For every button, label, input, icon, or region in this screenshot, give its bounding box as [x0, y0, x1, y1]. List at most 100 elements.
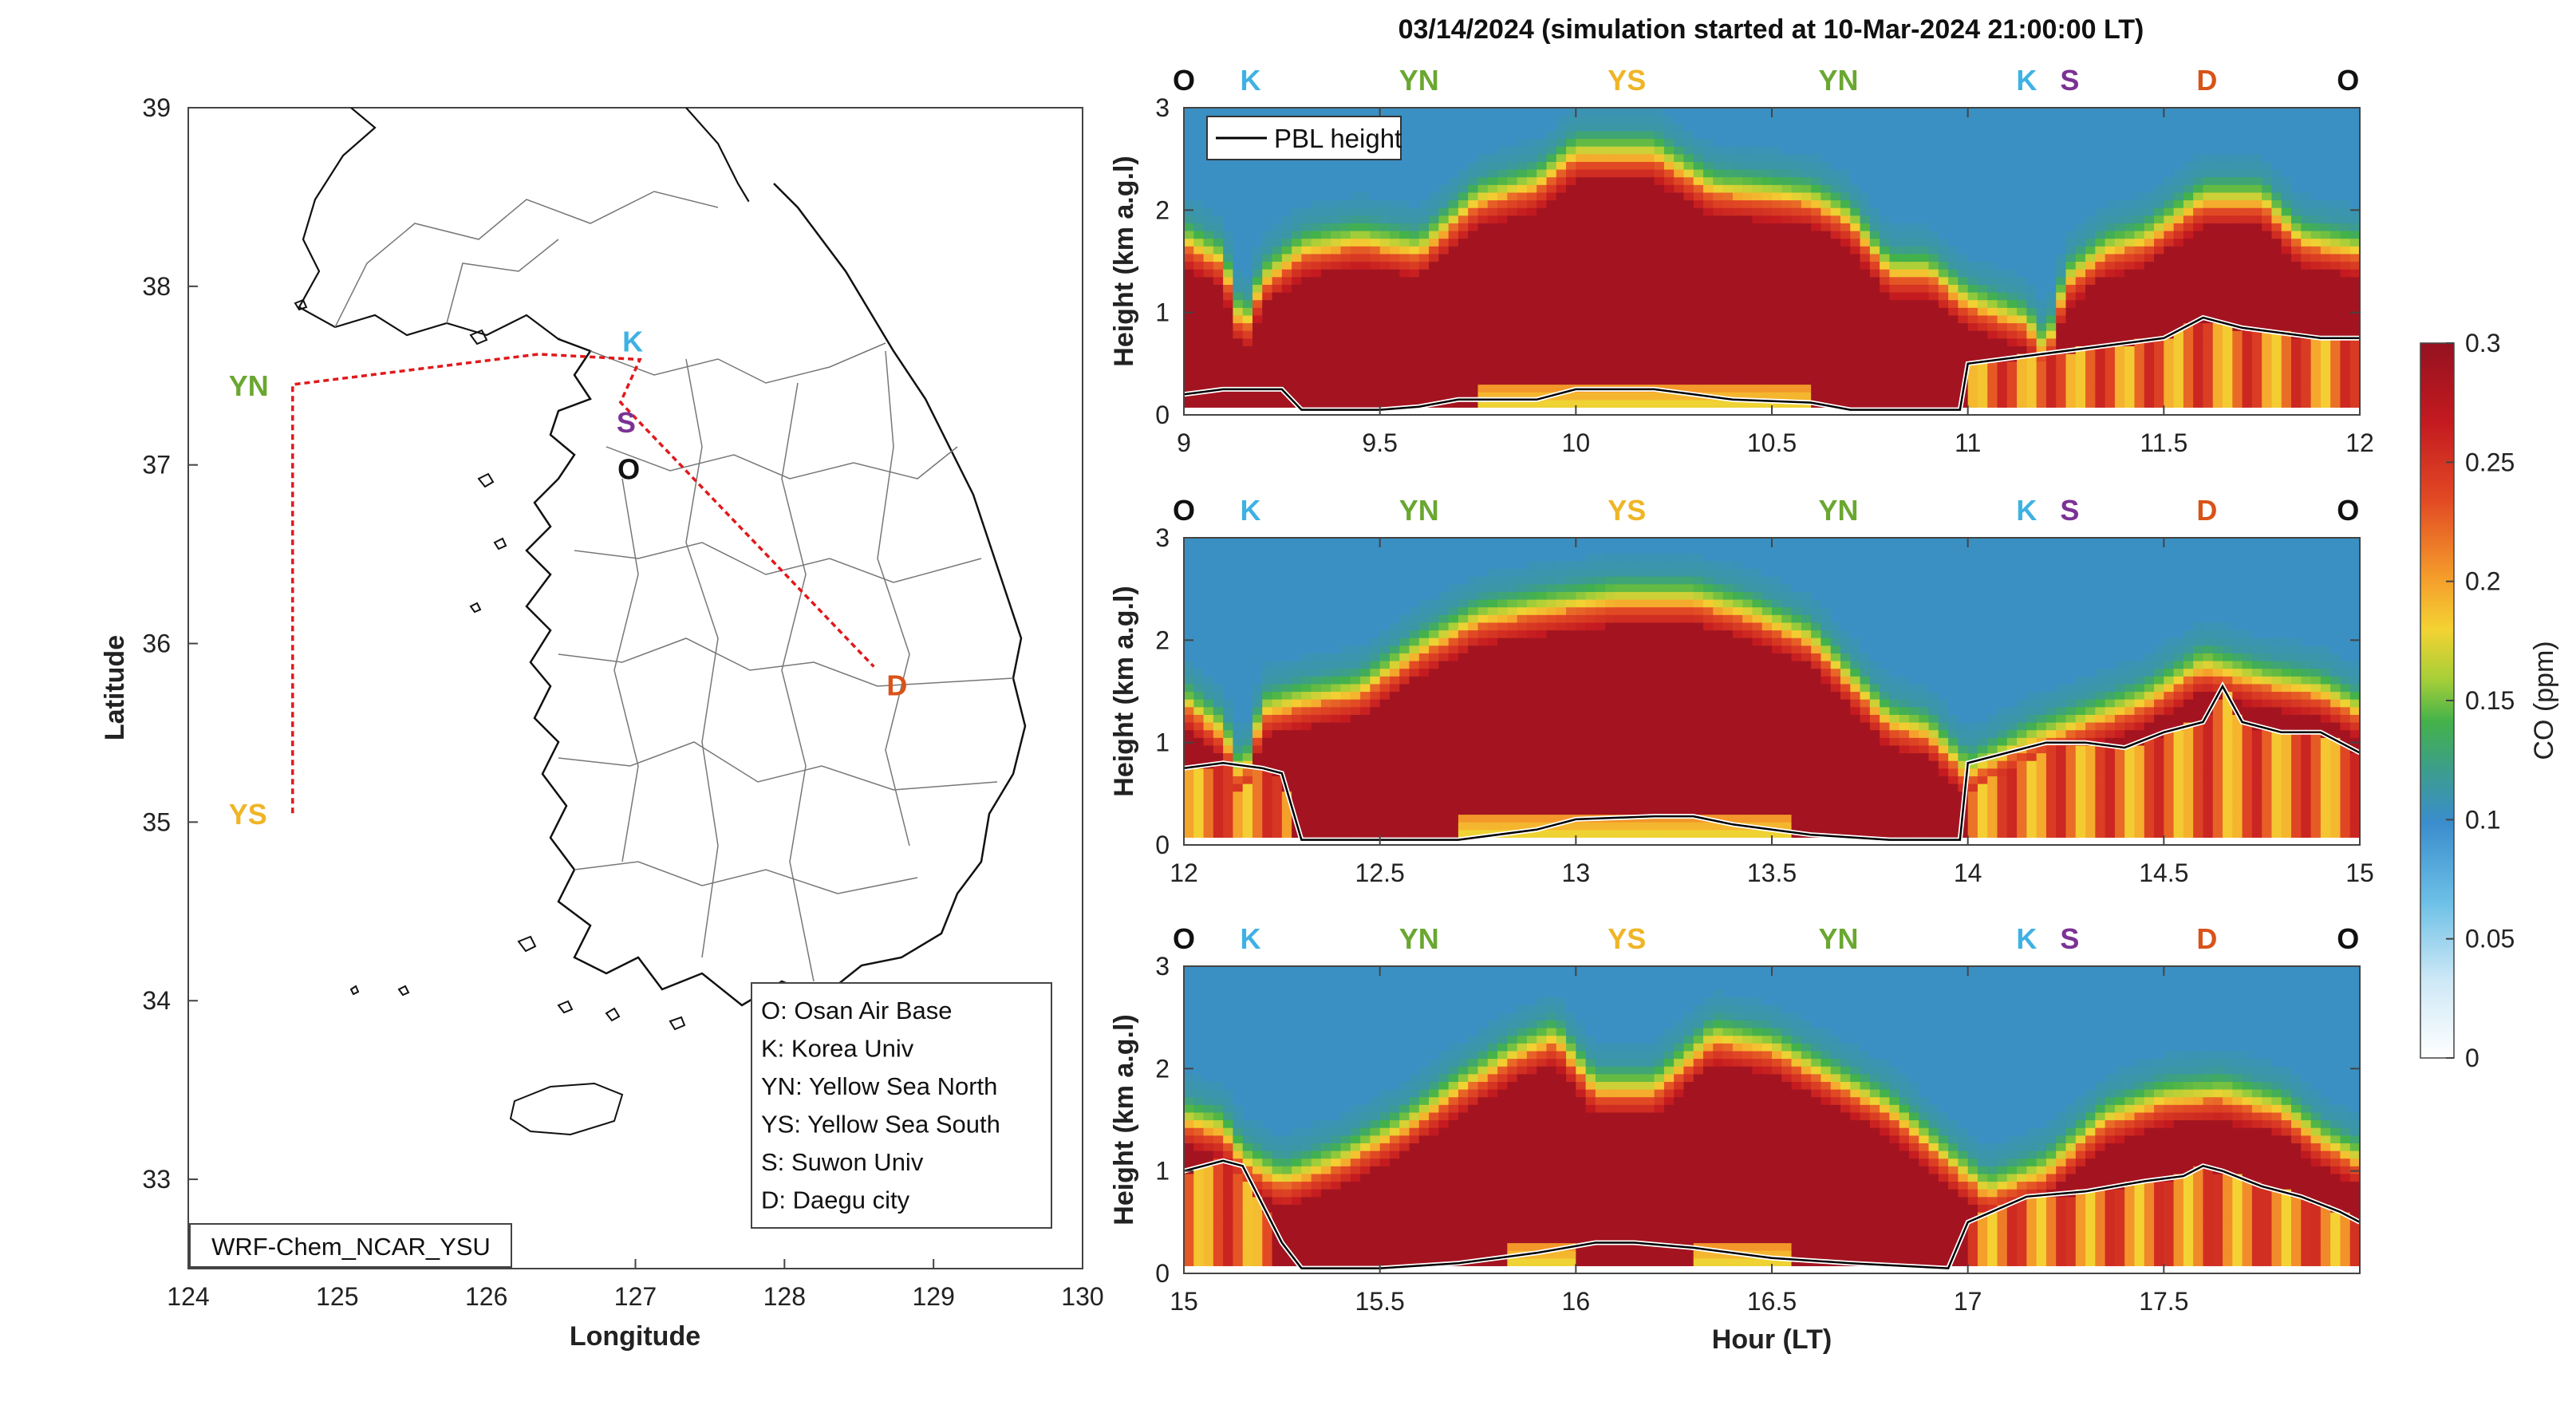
curtain-cell	[1184, 776, 1194, 783]
curtain-cell	[1360, 269, 1371, 277]
curtain-cell	[2095, 262, 2105, 270]
curtain-cell	[2007, 108, 2018, 116]
curtain-cell	[1351, 353, 1361, 361]
curtain-cell	[1223, 345, 1233, 353]
curtain-cell	[1341, 315, 1351, 323]
curtain-cell	[1527, 246, 1537, 254]
curtain-cell	[2232, 154, 2243, 162]
curtain-cell	[1399, 284, 1410, 292]
curtain-cell	[1223, 791, 1233, 799]
curtain-cell	[1370, 300, 1380, 308]
curtain-cell	[2252, 177, 2262, 185]
curtain-cell	[1390, 254, 1400, 262]
curtain-cell	[1870, 246, 1880, 254]
curtain-cell	[1664, 139, 1675, 147]
curtain-cell	[1880, 338, 1890, 346]
curtain-cell	[1566, 330, 1576, 338]
curtain-cell	[1507, 315, 1517, 323]
curtain-cell	[1615, 184, 1625, 192]
curtain-cell	[2056, 369, 2066, 377]
curtain-cell	[1576, 169, 1586, 177]
curtain-cell	[1468, 169, 1478, 177]
curtain-cell	[1399, 323, 1410, 331]
curtain-cell	[1321, 254, 1331, 262]
curtain-cell	[2262, 207, 2272, 215]
curtain-cell	[1390, 192, 1400, 200]
curtain-cell	[2144, 161, 2155, 169]
curtain-cell	[1223, 538, 1233, 546]
curtain-cell	[1370, 315, 1380, 323]
curtain-cell	[1390, 277, 1400, 285]
curtain-cell	[1507, 254, 1517, 262]
curtain-cell	[1546, 400, 1556, 408]
curtain-cell	[1204, 223, 1214, 231]
curtain-cell	[1664, 169, 1675, 177]
curtain-cell	[1694, 184, 1704, 192]
curtain-cell	[2262, 400, 2272, 408]
curtain-cell	[1713, 323, 1723, 331]
curtain-cell	[1674, 177, 1684, 185]
curtain-cell	[1193, 607, 1204, 615]
curtain-cell	[2105, 223, 2116, 231]
curtain-cell	[1781, 300, 1792, 308]
curtain-cell	[1998, 246, 2008, 254]
curtain-cell	[1458, 146, 1469, 154]
curtain-cell	[1449, 377, 1459, 385]
curtain-cell	[2213, 116, 2223, 124]
curtain-cell	[1223, 207, 1233, 215]
curtain-cell	[2271, 307, 2282, 315]
curtain-cell	[1909, 207, 1919, 215]
curtain-cell	[1233, 262, 1243, 270]
curtain-cell	[2311, 392, 2322, 400]
curtain-cell	[1939, 369, 1949, 377]
x-tick-label: 11.5	[2140, 428, 2187, 457]
curtain-cell	[1987, 131, 1998, 139]
curtain-cell	[1351, 300, 1361, 308]
curtain-cell	[1331, 231, 1341, 239]
curtain-cell	[1811, 254, 1821, 262]
curtain-cell	[1566, 231, 1576, 239]
curtain-cell	[1998, 239, 2008, 247]
curtain-cell	[2144, 116, 2155, 124]
curtain-cell	[1468, 361, 1478, 369]
curtain-cell	[1429, 361, 1439, 369]
curtain-cell	[1399, 169, 1410, 177]
curtain-cell	[1840, 139, 1851, 147]
curtain-cell	[1576, 269, 1586, 277]
curtain-cell	[1262, 239, 1272, 247]
curtain-cell	[1341, 392, 1351, 400]
curtain-cell	[1468, 192, 1478, 200]
curtain-cell	[1488, 200, 1498, 208]
curtain-cell	[1644, 262, 1655, 270]
curtain-cell	[1978, 400, 1988, 408]
curtain-cell	[2262, 369, 2272, 377]
curtain-cell	[2350, 154, 2361, 162]
curtain-cell	[1958, 223, 1968, 231]
curtain-cell	[2134, 192, 2144, 200]
curtain-cell	[1488, 315, 1498, 323]
curtain-cell	[2134, 284, 2144, 292]
curtain-cell	[2066, 192, 2077, 200]
curtain-cell	[2115, 377, 2125, 385]
curtain-cell	[1850, 108, 1860, 116]
curtain-cell	[1850, 330, 1860, 338]
curtain-cell	[1919, 369, 1929, 377]
curtain-cell	[1576, 215, 1586, 223]
curtain-cell	[2174, 139, 2184, 147]
curtain-cell	[1958, 215, 1968, 223]
curtain-cell	[1801, 369, 1812, 377]
curtain-cell	[2017, 246, 2027, 254]
curtain-cell	[2017, 392, 2027, 400]
curtain-cell	[1292, 200, 1302, 208]
curtain-cell	[1792, 200, 1802, 208]
curtain-cell	[2183, 231, 2194, 239]
curtain-cell	[1644, 116, 1655, 124]
curtain-cell	[1762, 123, 1773, 131]
curtain-cell	[1576, 307, 1586, 315]
curtain-cell	[1556, 284, 1567, 292]
curtain-cell	[1615, 207, 1625, 215]
curtain-cell	[1204, 400, 1214, 408]
curtain-cell	[2095, 284, 2105, 292]
curtain-cell	[1811, 369, 1821, 377]
